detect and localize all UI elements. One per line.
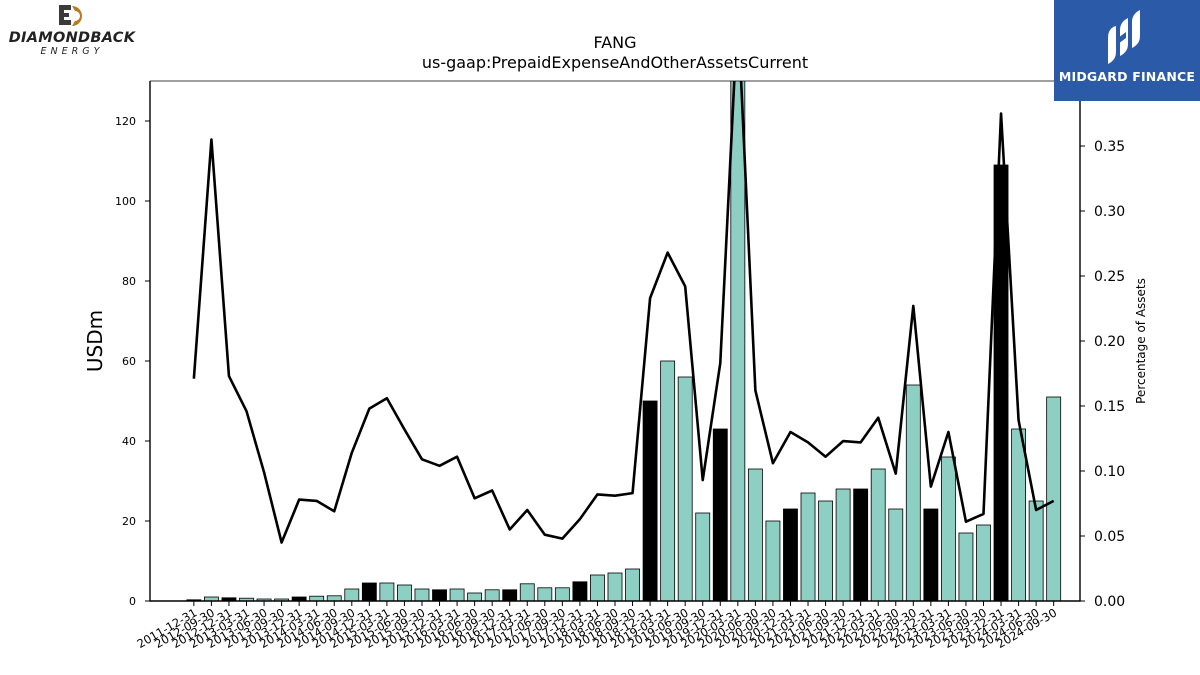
bar-2024-03-31 bbox=[1011, 428, 1027, 601]
company-wordmark: DIAMONDBACK bbox=[8, 30, 136, 46]
bar-2021-06-30 bbox=[818, 500, 833, 601]
bar-series bbox=[186, 81, 1062, 601]
bar-2021-09-30 bbox=[835, 488, 851, 601]
y-tick-label: 20 bbox=[122, 515, 136, 528]
bar-2022-09-30 bbox=[905, 384, 921, 601]
y2-tick-label: 0.00 bbox=[1094, 594, 1125, 610]
bar-2021-12-31 bbox=[853, 488, 869, 601]
bar-2024-06-30 bbox=[1028, 500, 1044, 601]
y-tick-label: 80 bbox=[122, 275, 136, 288]
x-axis-ticks: 2011-12-312012-09-302012-12-312013-03-31… bbox=[134, 601, 1059, 651]
company-logo: DIAMONDBACK ENERGY bbox=[4, 4, 140, 57]
y2-tick-label: 0.25 bbox=[1094, 269, 1125, 285]
y2-tick-label: 0.20 bbox=[1094, 334, 1125, 350]
y-tick-label: 0 bbox=[129, 595, 136, 608]
y2-tick-label: 0.30 bbox=[1094, 204, 1125, 220]
y-tick-label: 100 bbox=[115, 195, 136, 208]
bar-2018-09-30 bbox=[625, 568, 640, 601]
right-axis-ticks: 0.000.050.100.150.200.250.300.350.40 bbox=[1080, 74, 1125, 610]
bar-2015-09-30 bbox=[414, 588, 430, 601]
brand-logo: MIDGARD FINANCE bbox=[1054, 0, 1200, 101]
bar-2016-03-31 bbox=[449, 588, 465, 601]
bar-2014-09-30 bbox=[344, 588, 360, 601]
chart-subtitle: us-gaap:PrepaidExpenseAndOtherAssetsCurr… bbox=[422, 53, 808, 72]
bar-2015-12-31 bbox=[432, 589, 447, 601]
bar-2014-12-31 bbox=[361, 582, 377, 601]
bar-2013-06-30 bbox=[256, 598, 272, 601]
bar-2013-12-31 bbox=[291, 596, 307, 601]
bar-2020-09-30 bbox=[765, 520, 781, 601]
bar-2019-09-30 bbox=[695, 512, 711, 601]
bar-2022-12-31 bbox=[923, 508, 939, 601]
bar-2022-06-30 bbox=[888, 508, 904, 601]
bar-2017-09-30 bbox=[554, 587, 570, 601]
company-subtitle: ENERGY bbox=[40, 46, 104, 57]
bar-2024-09-30 bbox=[1046, 396, 1062, 601]
y2-tick-label: 0.10 bbox=[1094, 464, 1125, 480]
bar-2023-09-30 bbox=[976, 524, 991, 601]
bar-2016-09-30 bbox=[484, 589, 500, 601]
bar-2017-06-30 bbox=[537, 587, 553, 601]
bar-2018-12-31 bbox=[642, 400, 658, 601]
y-tick-label: 40 bbox=[122, 435, 136, 448]
y-axis-label: USDm bbox=[83, 310, 107, 372]
bar-2019-06-30 bbox=[677, 376, 693, 601]
bar-2018-06-30 bbox=[607, 572, 623, 601]
bar-2017-12-31 bbox=[572, 581, 588, 601]
y-tick-label: 60 bbox=[122, 355, 136, 368]
bar-2023-03-31 bbox=[940, 456, 956, 601]
bar-2020-06-30 bbox=[747, 468, 763, 601]
bar-2016-12-31 bbox=[502, 589, 518, 601]
bar-2012-09-30 bbox=[203, 596, 219, 601]
y-tick-label: 120 bbox=[115, 115, 136, 128]
left-axis-ticks: 0 20 40 60 80 100 120 bbox=[115, 115, 150, 608]
chart-title: FANG bbox=[593, 33, 636, 52]
bar-2013-09-30 bbox=[274, 598, 290, 601]
y2-axis-label: Percentage of Assets bbox=[1134, 278, 1148, 404]
bar-2020-03-31 bbox=[730, 81, 746, 601]
y2-tick-label: 0.15 bbox=[1094, 399, 1125, 415]
y2-tick-label: 0.35 bbox=[1094, 139, 1125, 155]
bar-2015-06-30 bbox=[397, 584, 412, 601]
brand-name: MIDGARD FINANCE bbox=[1058, 69, 1196, 84]
midgard-logo-icon bbox=[1108, 10, 1140, 64]
bar-2018-03-31 bbox=[590, 574, 605, 601]
bar-2013-03-31 bbox=[239, 597, 254, 601]
bar-2020-12-31 bbox=[783, 508, 798, 601]
bar-2017-03-31 bbox=[519, 583, 535, 601]
bar-2014-03-31 bbox=[309, 595, 325, 601]
line-series bbox=[192, 81, 1055, 544]
bar-2016-06-30 bbox=[467, 592, 483, 601]
bar-2021-03-31 bbox=[800, 492, 816, 601]
y2-tick-label: 0.05 bbox=[1094, 529, 1125, 545]
bar-2023-12-31 bbox=[993, 164, 1009, 601]
bar-2015-03-31 bbox=[379, 582, 395, 601]
diamondback-mark-icon bbox=[59, 5, 82, 26]
bar-2019-03-31 bbox=[660, 360, 676, 601]
bar-2023-06-30 bbox=[958, 532, 974, 601]
bar-2022-03-31 bbox=[870, 468, 886, 601]
bar-2019-12-31 bbox=[712, 428, 728, 601]
percentage-line bbox=[192, 81, 1055, 544]
bar-2014-06-30 bbox=[326, 595, 342, 601]
